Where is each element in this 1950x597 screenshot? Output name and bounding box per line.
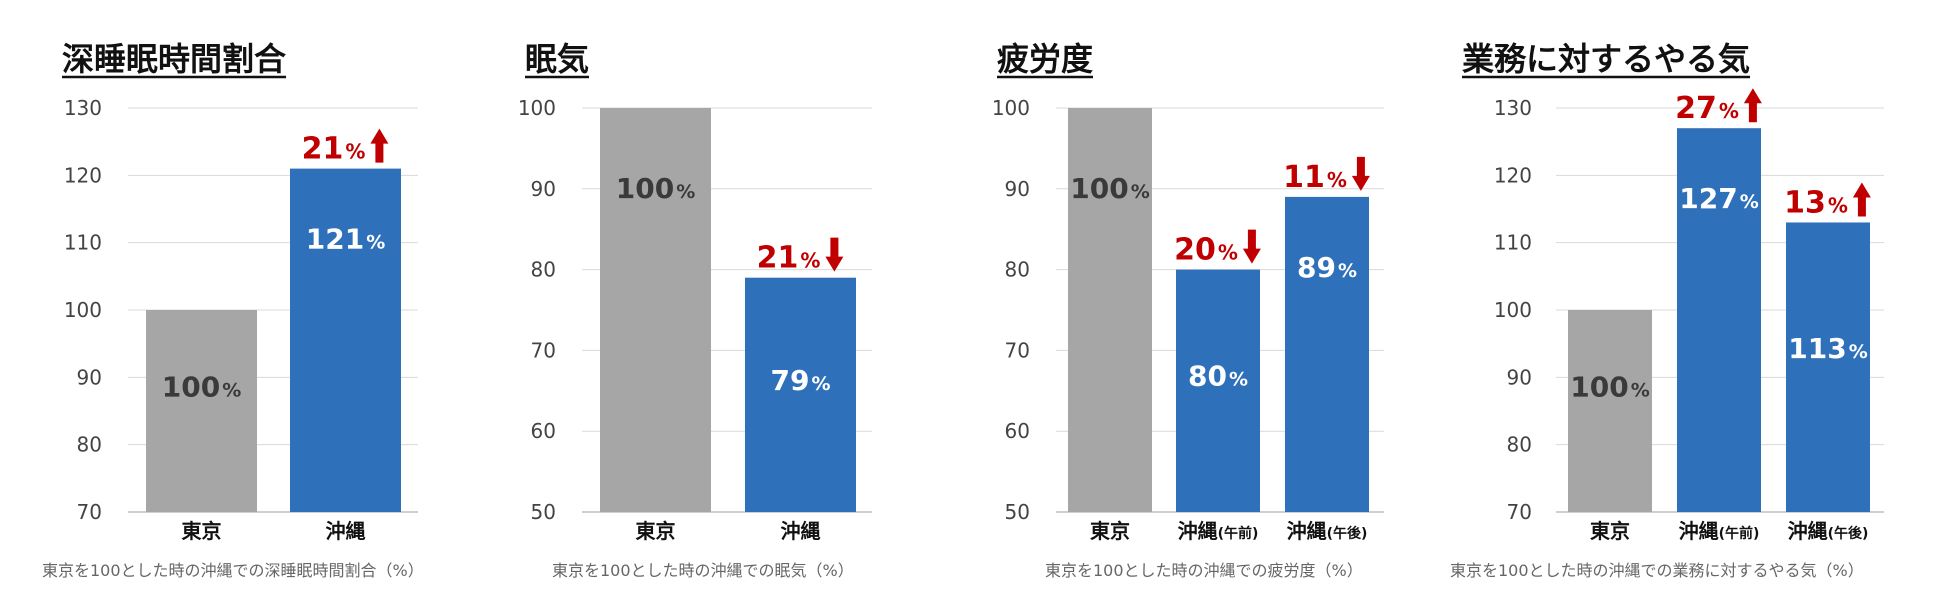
y-tick-label: 90 [1507, 365, 1532, 389]
x-tick-label: 東京 [636, 519, 676, 543]
chart-panel-3: 疲労度 50 60 70 80 90 100 100 % 東京 80 % 20 % 沖縄(午前) 89 % 11%… [992, 40, 1384, 580]
x-tick-label: 東京 [1590, 519, 1630, 543]
arrow-up-icon [370, 128, 389, 163]
arrow-up-icon [1743, 88, 1762, 123]
y-tick-label: 80 [531, 258, 556, 282]
value-label: 121% [306, 223, 386, 256]
y-tick-label: 100 [1494, 298, 1532, 322]
change-label: 27% [1675, 91, 1739, 126]
y-tick-label: 110 [64, 231, 102, 255]
x-tick-label: 東京 [1090, 519, 1130, 543]
arrow-down-icon [1351, 156, 1370, 191]
y-tick-label: 60 [531, 419, 556, 443]
bar [1677, 128, 1761, 512]
change-label: 21% [302, 132, 366, 167]
bar [1568, 310, 1652, 512]
bar [146, 310, 257, 512]
chart-caption: 東京を100とした時の沖縄での業務に対するやる気（%） [1450, 561, 1864, 580]
value-label: 113% [1788, 332, 1868, 365]
value-label: 89% [1297, 251, 1357, 284]
x-tick-label: 沖縄(午前) [1679, 519, 1760, 543]
y-tick-label: 70 [1507, 500, 1532, 524]
change-label: 13% [1784, 185, 1848, 220]
y-tick-label: 50 [531, 500, 556, 524]
x-tick-label: 沖縄 [326, 519, 366, 543]
y-tick-label: 120 [1494, 163, 1532, 187]
x-tick-label: 沖縄(午後) [1287, 519, 1368, 543]
y-tick-label: 90 [531, 177, 556, 201]
chart-title: 疲労度 [997, 40, 1093, 78]
x-tick-label: 沖縄(午前) [1178, 519, 1259, 543]
chart-caption: 東京を100とした時の沖縄での疲労度（%） [1045, 561, 1363, 580]
chart-panel-1: 深睡眠時間割合 70 80 90 100 110 120 130 100 % 東京 121 % 21 % 沖縄… [42, 40, 424, 580]
bar [1176, 269, 1260, 512]
y-tick-label: 80 [1005, 258, 1030, 282]
y-tick-label: 130 [1494, 96, 1532, 120]
y-tick-label: 50 [1005, 500, 1030, 524]
y-tick-label: 120 [64, 163, 102, 187]
y-tick-label: 70 [1005, 338, 1030, 362]
value-label: 100% [616, 172, 696, 205]
bar [1786, 222, 1870, 512]
value-label: 127% [1679, 182, 1759, 215]
x-tick-label: 沖縄 [781, 519, 821, 543]
arrow-up-icon [1852, 182, 1871, 217]
y-tick-label: 60 [1005, 419, 1030, 443]
chart-panel-4: 業務に対するやる気 70 80 90 100 110 120 130 100 % 東京 127 % 27%… [1450, 40, 1884, 580]
arrow-down-icon [1242, 229, 1261, 264]
y-tick-label: 80 [77, 433, 102, 457]
y-tick-label: 90 [77, 365, 102, 389]
y-tick-label: 90 [1005, 177, 1030, 201]
chart-caption: 東京を100とした時の沖縄での深睡眠時間割合（%） [42, 561, 424, 580]
value-label: 80% [1188, 359, 1248, 392]
bar [600, 108, 711, 512]
bar [1068, 108, 1152, 512]
chart-title: 深睡眠時間割合 [62, 40, 286, 78]
value-label: 100% [1070, 172, 1150, 205]
chart-panel-2: 眠気 50 60 70 80 90 100 100 % 東京 79 % 21 % 沖縄東京を100とした時の… [518, 40, 872, 580]
change-label: 20% [1174, 233, 1238, 268]
bar [290, 168, 401, 512]
change-label: 21% [757, 241, 821, 276]
x-tick-label: 沖縄(午後) [1788, 519, 1869, 543]
value-label: 100% [1570, 371, 1650, 404]
y-tick-label: 100 [64, 298, 102, 322]
value-label: 79% [770, 364, 830, 397]
y-tick-label: 70 [77, 500, 102, 524]
y-tick-label: 70 [531, 338, 556, 362]
bar [1285, 196, 1369, 512]
arrow-down-icon [825, 237, 844, 272]
y-tick-label: 110 [1494, 231, 1532, 255]
y-tick-label: 100 [518, 96, 556, 120]
x-tick-label: 東京 [182, 519, 222, 543]
chart-caption: 東京を100とした時の沖縄での眠気（%） [552, 561, 854, 580]
y-tick-label: 100 [992, 96, 1030, 120]
y-tick-label: 130 [64, 96, 102, 120]
change-label: 11% [1283, 160, 1347, 195]
y-tick-label: 80 [1507, 433, 1532, 457]
value-label: 100% [162, 371, 242, 404]
chart-title: 業務に対するやる気 [1462, 40, 1750, 78]
chart-title: 眠気 [525, 40, 589, 78]
bar [745, 277, 856, 512]
